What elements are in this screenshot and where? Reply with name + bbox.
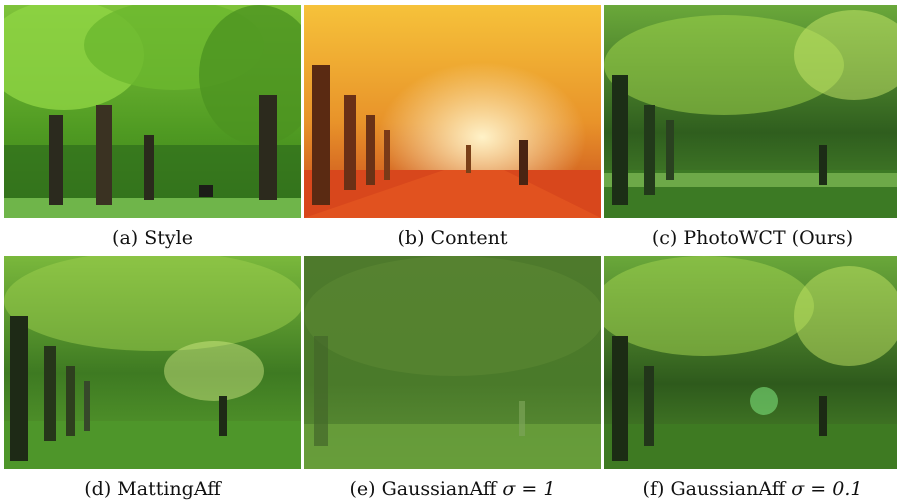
caption-math: σ = 0.1	[791, 478, 863, 500]
gaussianaff-sigma01-result-photo	[604, 256, 897, 469]
caption-style: (a) Style	[112, 227, 193, 249]
photowct-result-photo	[604, 5, 897, 218]
content-image-panel	[304, 5, 601, 218]
style-image-panel	[4, 5, 301, 218]
caption-prefix: (e) GaussianAff	[349, 478, 503, 500]
caption-math: σ = 1	[502, 478, 556, 500]
gaussianaff-sigma01-image-panel	[604, 256, 897, 469]
mattingaff-image-panel	[4, 256, 301, 469]
caption-prefix: (f) GaussianAff	[642, 478, 792, 500]
content-autumn-avenue-photo	[304, 5, 601, 218]
caption-gaussianaff-sigma01: (f) GaussianAff σ = 0.1	[604, 477, 897, 501]
style-park-photo	[4, 5, 301, 218]
caption-gaussianaff-sigma1: (e) GaussianAff σ = 1	[304, 477, 601, 501]
caption-photowct: (c) PhotoWCT (Ours)	[651, 227, 854, 249]
photowct-image-panel	[604, 5, 897, 218]
gaussianaff-sigma1-image-panel	[304, 256, 601, 469]
gaussianaff-sigma1-result-photo	[304, 256, 601, 469]
caption-mattingaff: (d) MattingAff	[84, 478, 221, 500]
caption-content: (b) Content	[397, 227, 508, 249]
mattingaff-result-photo	[4, 256, 301, 469]
